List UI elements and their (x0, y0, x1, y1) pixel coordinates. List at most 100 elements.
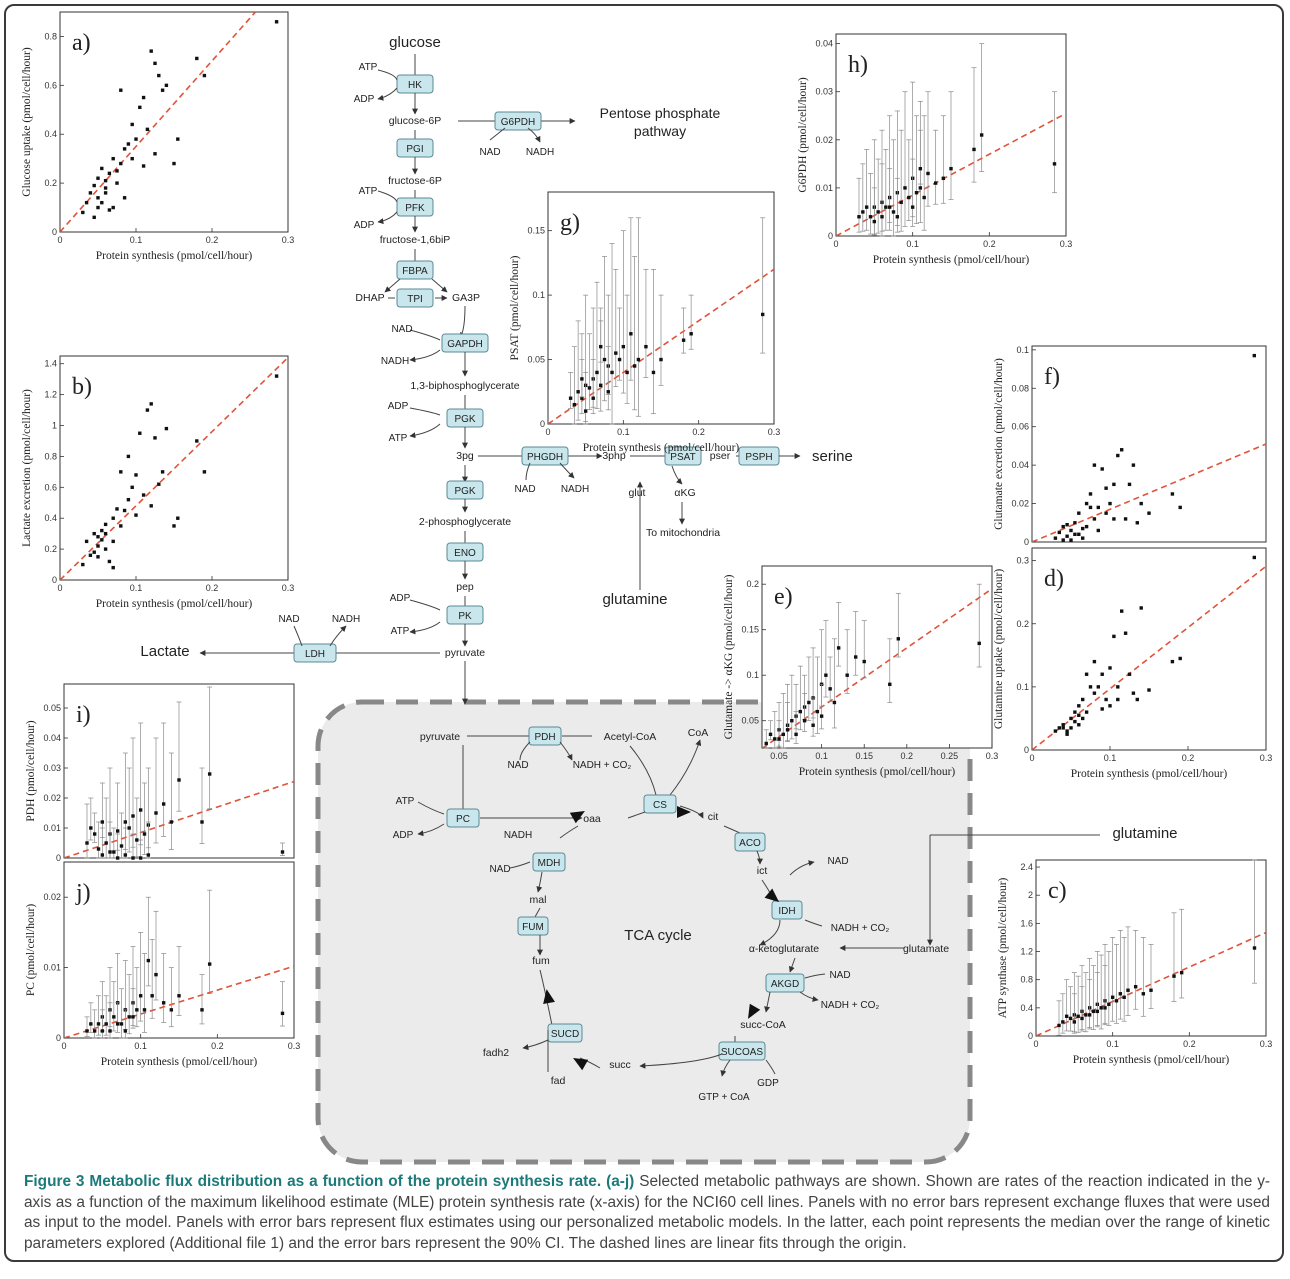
data-point (1065, 729, 1069, 733)
reaction-arrow (627, 811, 646, 819)
data-point (85, 1029, 89, 1033)
data-point (1100, 707, 1104, 711)
data-point (1069, 716, 1073, 721)
data-point (1110, 995, 1115, 999)
data-point (1179, 970, 1184, 975)
x-tick-label: 0.1 (815, 751, 828, 761)
data-point (81, 562, 85, 567)
data-point (872, 219, 877, 224)
reaction-arrow (409, 349, 441, 363)
data-point (941, 176, 946, 180)
data-point (1061, 726, 1065, 730)
cofactor-label: NADH (381, 356, 409, 367)
enzyme-pgi: PGI (406, 144, 423, 155)
enzyme-fum: FUM (522, 922, 544, 933)
x-tick-label: 0.3 (768, 427, 781, 437)
data-point (949, 166, 953, 171)
data-point (96, 535, 100, 539)
data-point (131, 814, 135, 818)
linear-fit-line (60, 12, 257, 232)
y-tick-label: 0.8 (44, 451, 57, 461)
linear-fit-line (762, 588, 992, 748)
cofactor-label: GTP + CoA (698, 1092, 750, 1103)
data-point (857, 215, 861, 219)
reaction-arrow (756, 850, 763, 865)
data-point (176, 137, 180, 141)
data-point (200, 1008, 204, 1012)
panel-label: e) (774, 584, 793, 610)
reaction-arrow (799, 991, 819, 1002)
metabolite-label: glucose-6P (389, 115, 442, 127)
tca-compartment (315, 699, 973, 1165)
y-axis-label: Glutamine uptake (pmol/cell/hour) (993, 569, 1005, 729)
cycle-arrowhead (569, 811, 585, 824)
y-tick-label: 0 (56, 1033, 61, 1043)
data-point (88, 191, 93, 195)
data-point (854, 655, 858, 659)
metabolite-label: pyruvate (445, 647, 485, 659)
reaction-arrow (409, 621, 441, 635)
data-point (891, 210, 896, 214)
x-tick-label: 0.2 (901, 751, 914, 761)
data-point (599, 383, 603, 388)
x-tick-label: 0 (545, 427, 550, 437)
data-point (126, 142, 131, 146)
data-point (614, 351, 618, 355)
reaction-arrow (377, 211, 398, 225)
data-point (119, 1022, 124, 1026)
data-point (884, 205, 888, 209)
data-point (599, 344, 603, 349)
panel-label: h) (848, 52, 868, 78)
y-tick-label: 0.02 (43, 892, 61, 902)
data-point (177, 778, 181, 782)
data-point (138, 105, 142, 110)
reaction-arrow (579, 1057, 601, 1069)
data-point (153, 436, 157, 440)
data-point (1053, 729, 1058, 733)
data-point (135, 838, 139, 842)
y-tick-label: 0 (52, 227, 57, 237)
y-tick-label: 1.4 (44, 359, 57, 369)
cofactor-label: NADH (561, 484, 589, 495)
data-point (130, 122, 134, 127)
reaction-arrow (417, 801, 445, 815)
data-point (1081, 716, 1085, 721)
metabolite-label: fadh2 (483, 1047, 509, 1059)
data-point (1077, 532, 1081, 537)
data-point (100, 538, 104, 542)
data-point (81, 210, 85, 215)
data-point (135, 1008, 139, 1012)
data-point (172, 161, 176, 166)
x-tick-label: 0.05 (770, 751, 788, 761)
data-point (1073, 719, 1077, 724)
cofactor-label: ATP (359, 186, 378, 197)
data-point (111, 205, 115, 210)
data-point (819, 714, 824, 718)
panel-label: g) (560, 210, 580, 236)
data-point (632, 364, 637, 368)
enzyme-psat: PSAT (670, 452, 695, 463)
data-point (134, 137, 138, 141)
data-point (922, 195, 926, 200)
data-point (149, 402, 153, 406)
y-tick-label: 0.2 (1016, 619, 1029, 629)
metabolite-label: α-ketoglutarate (749, 943, 819, 955)
data-point (115, 169, 119, 173)
data-point (146, 853, 151, 857)
data-point (824, 673, 828, 677)
data-point (1131, 691, 1136, 695)
data-point (1123, 517, 1128, 521)
data-point (895, 215, 900, 219)
data-point (202, 73, 207, 78)
y-axis-label: ATP synthase (pmol/cell/hour) (997, 877, 1009, 1018)
data-point (595, 370, 599, 375)
reaction-arrow (329, 625, 347, 647)
enzyme-box-psat (664, 446, 702, 466)
x-tick-label: 0.3 (1060, 239, 1073, 249)
data-point (659, 357, 663, 362)
data-point (1096, 528, 1100, 533)
data-point (1080, 1016, 1084, 1021)
metabolite-label: mal (530, 894, 547, 906)
data-point (119, 844, 124, 848)
enzyme-gapdh: GAPDH (447, 339, 483, 350)
